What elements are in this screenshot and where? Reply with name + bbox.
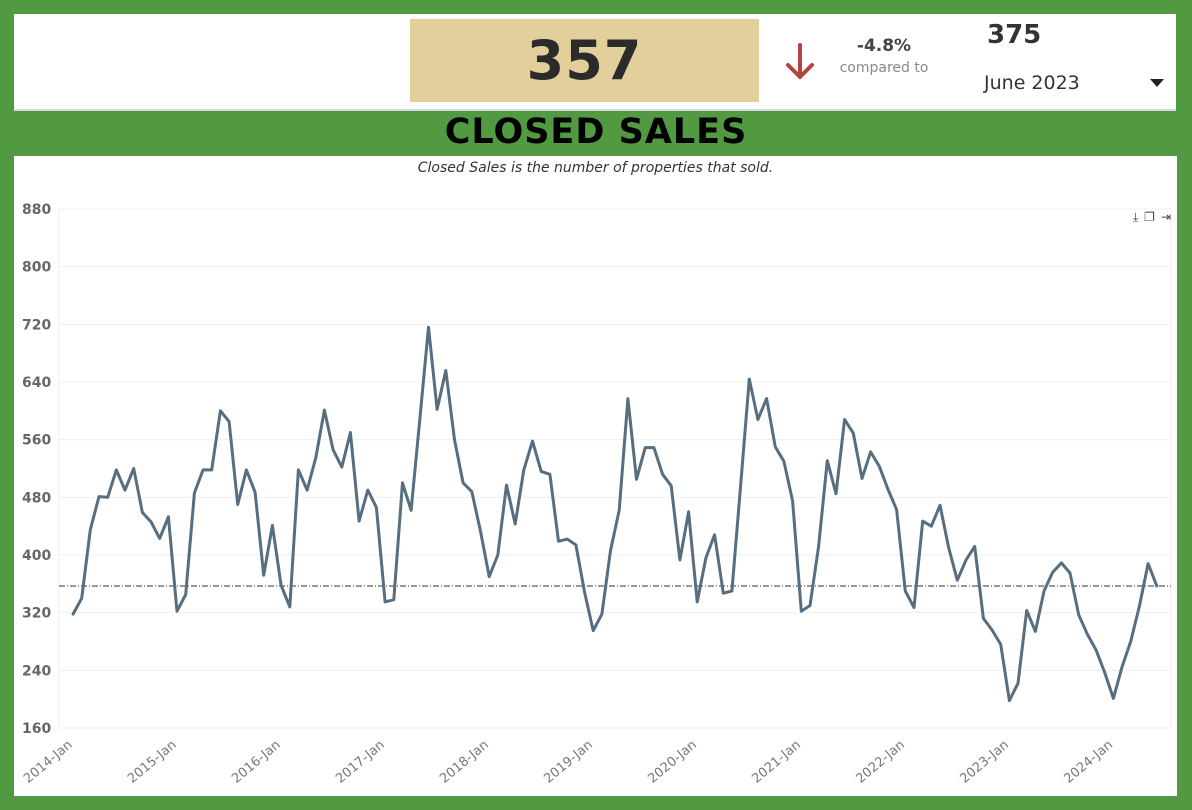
line-chart: 160 240 320 400 480 560 640 720 800 880 2014-Jan 20… [21,202,1172,787]
x-tick-label: 2017-Jan [333,738,387,787]
x-tick-label: 2019-Jan [541,738,595,787]
y-tick-label: 880 [22,202,51,218]
y-tick-label: 560 [22,433,51,449]
kpi-bar: 357 -4.8% compared to 375 June 2023 [14,14,1176,111]
y-tick-label: 240 [22,663,51,679]
page-title: CLOSED SALES [444,112,748,152]
x-tick-label: 2023-Jan [957,738,1011,787]
chart-panel: Closed Sales is the number of properties… [14,156,1177,796]
change-block: -4.8% compared to [836,36,932,76]
y-tick-label: 400 [22,548,51,564]
download-icon[interactable]: ⤓ [1132,210,1139,224]
plot-area-frame [58,208,1172,729]
current-value: 357 [526,29,643,92]
y-tick-label: 720 [22,317,51,333]
caret-down-icon [1150,79,1164,87]
x-tick-label: 2021-Jan [749,738,803,787]
chart-toolbar: ⤓ ❐ ⇥ [1133,210,1171,225]
compare-value: 375 [987,20,1042,50]
compared-to-label: compared to [839,60,929,76]
current-value-box: 357 [410,19,759,102]
x-tick-label: 2022-Jan [853,738,907,787]
y-tick-label: 800 [22,260,51,276]
x-tick-label: 2018-Jan [437,738,491,787]
period-selected-value: June 2023 [984,72,1080,94]
series-line [71,325,1159,703]
x-tick-label: 2020-Jan [645,738,699,787]
copy-icon[interactable]: ❐ [1144,210,1155,224]
down-arrow-icon [786,43,814,79]
x-tick-label: 2016-Jan [229,738,283,787]
x-tick-label: 2014-Jan [21,738,75,787]
y-tick-label: 480 [22,490,51,506]
y-tick-label: 320 [22,606,51,622]
x-tick-label: 2024-Jan [1061,738,1115,787]
period-dropdown[interactable]: June 2023 [984,68,1164,98]
export-icon[interactable]: ⇥ [1160,210,1171,224]
y-tick-label: 640 [22,375,51,391]
x-tick-label: 2015-Jan [125,738,179,787]
chart-subtitle: Closed Sales is the number of properties… [417,160,774,176]
change-percent: -4.8% [856,36,912,56]
y-tick-label: 160 [22,721,51,737]
